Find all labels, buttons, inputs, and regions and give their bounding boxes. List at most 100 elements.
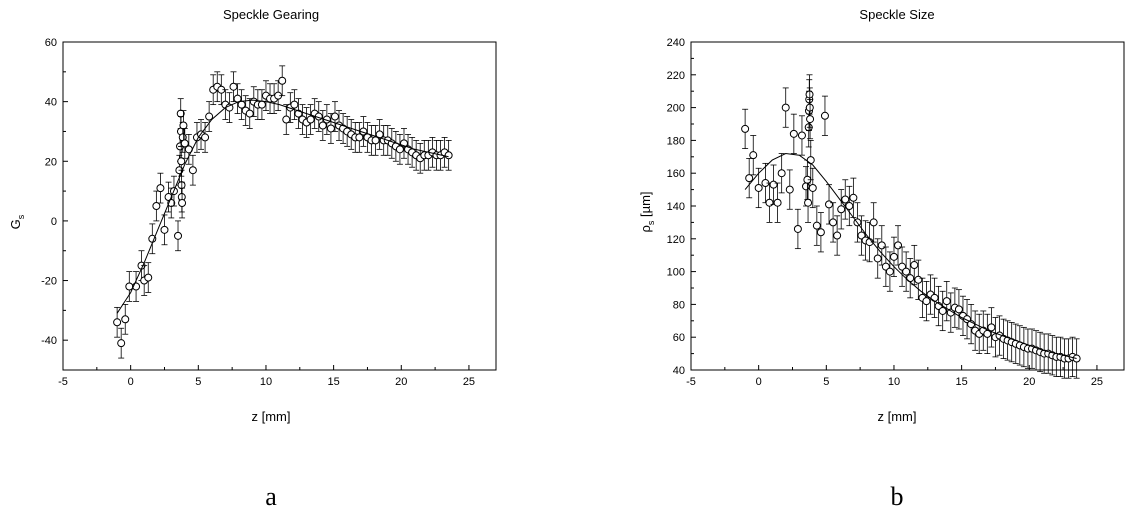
data-point	[179, 121, 188, 130]
data-point	[113, 318, 122, 327]
data-point	[371, 136, 380, 145]
y-tick-label-6: 160	[667, 168, 685, 180]
data-point	[889, 252, 898, 261]
fit-curve-line	[116, 99, 449, 314]
x-tick-label-0: -5	[686, 376, 696, 388]
x-tick-label-1: 0	[128, 376, 134, 388]
x-tick-label-5: 20	[395, 376, 407, 388]
data-point	[749, 151, 758, 160]
data-point	[885, 267, 894, 276]
panel-a-marks	[113, 65, 453, 359]
panel-a-letter: a	[265, 482, 277, 511]
x-tick-label-0: -5	[58, 376, 68, 388]
panel-a-y-axis-label: Gs	[8, 214, 26, 229]
data-point	[177, 157, 186, 166]
panel-b-y-axis-label-unit: [µm]	[638, 191, 653, 220]
data-point	[869, 218, 878, 227]
y-tick-label-5: 140	[667, 201, 685, 213]
data-point	[938, 306, 947, 315]
data-point	[1072, 354, 1081, 363]
data-point	[769, 180, 778, 189]
data-point	[178, 199, 187, 208]
data-point	[812, 221, 821, 230]
panel-a-x-ticks: -5 0 5 10 15 20 25	[58, 365, 475, 388]
data-point	[205, 112, 214, 121]
data-point	[808, 183, 817, 192]
data-point	[117, 339, 126, 348]
data-point	[180, 139, 189, 148]
data-point	[825, 200, 834, 209]
data-point	[395, 145, 404, 154]
data-point	[804, 198, 813, 207]
data-point	[806, 115, 815, 124]
y-tick-label-8: 200	[667, 103, 685, 115]
data-point	[873, 254, 882, 263]
x-tick-label-6: 25	[1091, 376, 1103, 388]
data-point	[201, 133, 210, 142]
fit-curve-line	[744, 152, 1077, 359]
data-point	[806, 156, 815, 165]
x-tick-label-5: 20	[1023, 376, 1035, 388]
data-point	[820, 111, 829, 120]
panel-speckle-size: Speckle Size -5 0 5 10 15 20 25 40 60 80 100 120 14…	[638, 7, 1125, 511]
y-tick-label-1: -20	[41, 276, 57, 288]
data-point	[954, 305, 963, 314]
data-point	[188, 166, 197, 175]
data-point	[829, 218, 838, 227]
panel-b-marks	[741, 74, 1081, 379]
data-point	[754, 183, 763, 192]
x-tick-label-6: 25	[463, 376, 475, 388]
x-tick-label-2: 5	[195, 376, 201, 388]
data-point	[802, 182, 811, 191]
data-point	[930, 293, 939, 302]
data-point	[910, 261, 919, 270]
data-point	[777, 169, 786, 178]
data-point	[745, 174, 754, 183]
data-point	[355, 133, 364, 142]
data-point	[306, 115, 315, 124]
data-point	[144, 273, 153, 282]
panel-b-x-ticks: -5 0 5 10 15 20 25	[686, 365, 1103, 388]
x-tick-label-4: 15	[328, 376, 340, 388]
data-point	[121, 315, 130, 324]
data-point	[278, 76, 287, 85]
y-tick-label-9: 220	[667, 70, 685, 82]
data-point	[793, 224, 802, 233]
data-point	[837, 205, 846, 214]
panel-b-letter: b	[891, 482, 904, 511]
x-tick-label-2: 5	[823, 376, 829, 388]
panel-b-title: Speckle Size	[859, 7, 934, 22]
y-tick-label-7: 180	[667, 135, 685, 147]
data-point	[282, 115, 291, 124]
y-tick-label-0: 40	[673, 365, 685, 377]
y-tick-label-2: 0	[51, 216, 57, 228]
data-point	[797, 131, 806, 140]
data-point	[125, 282, 134, 291]
data-point	[849, 193, 858, 202]
data-point	[318, 121, 327, 130]
y-tick-label-5: 60	[45, 37, 57, 49]
data-point	[152, 202, 161, 210]
y-tick-label-1: 60	[673, 332, 685, 344]
data-point	[785, 185, 794, 194]
data-point	[914, 275, 923, 284]
data-point	[156, 184, 165, 193]
panel-a-y-axis-label-sub: s	[16, 214, 26, 219]
data-point	[444, 151, 453, 160]
panel-b-y-ticks: 40 60 80 100 120 140 160 180 200 220 240	[667, 37, 696, 377]
panel-a-plot-frame	[62, 41, 497, 371]
y-tick-label-3: 20	[45, 156, 57, 168]
panel-b-plot-frame	[690, 41, 1125, 371]
x-tick-label-4: 15	[956, 376, 968, 388]
data-point	[789, 129, 798, 138]
data-point	[765, 198, 774, 207]
y-tick-label-0: -40	[41, 335, 57, 347]
data-point	[773, 198, 782, 207]
data-point	[290, 100, 299, 109]
panel-a-y-ticks: -40 -20 0 20 40 60	[41, 37, 68, 371]
data-point	[781, 103, 790, 112]
panel-a-title: Speckle Gearing	[223, 7, 319, 22]
y-tick-label-4: 40	[45, 97, 57, 109]
data-point	[245, 109, 254, 118]
data-point	[987, 323, 996, 332]
